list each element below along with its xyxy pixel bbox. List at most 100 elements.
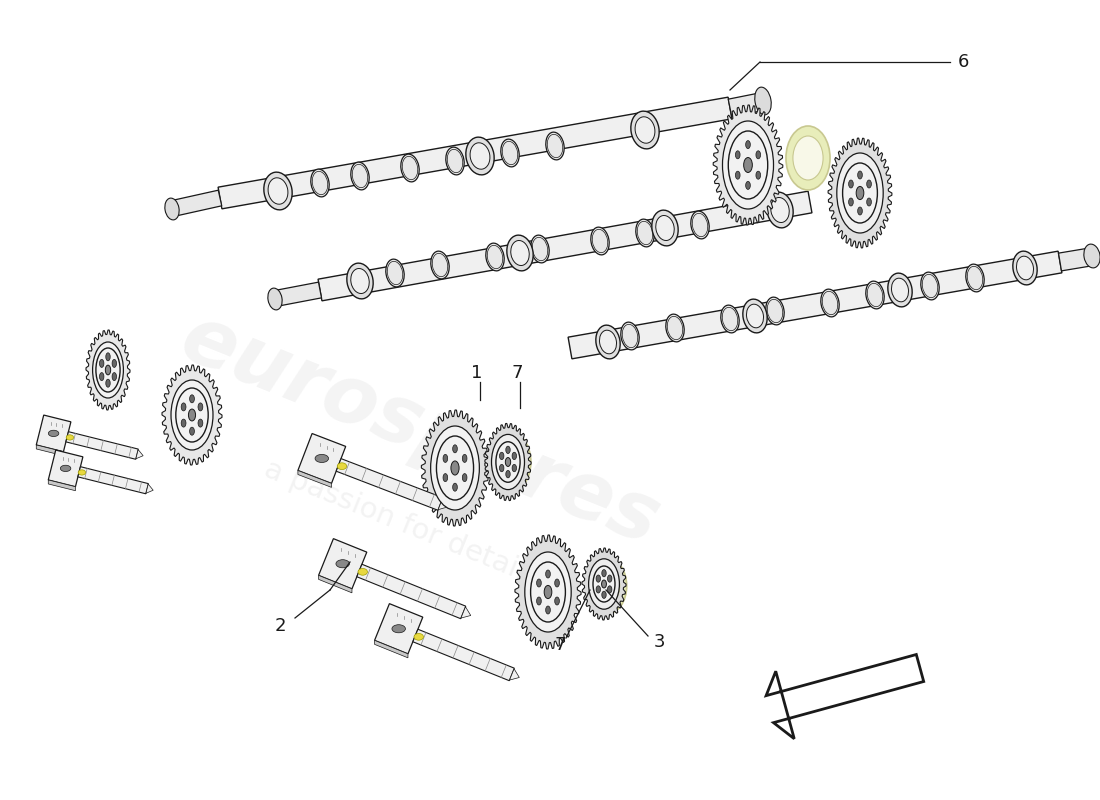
Ellipse shape bbox=[843, 163, 878, 223]
Ellipse shape bbox=[499, 452, 504, 460]
Ellipse shape bbox=[510, 241, 529, 266]
Polygon shape bbox=[66, 432, 139, 459]
Polygon shape bbox=[509, 669, 519, 680]
Ellipse shape bbox=[392, 625, 406, 633]
Ellipse shape bbox=[188, 409, 196, 421]
Ellipse shape bbox=[66, 435, 74, 440]
Ellipse shape bbox=[430, 426, 480, 510]
Ellipse shape bbox=[486, 243, 504, 271]
Polygon shape bbox=[36, 415, 70, 452]
Ellipse shape bbox=[96, 348, 120, 392]
Polygon shape bbox=[421, 410, 488, 526]
Polygon shape bbox=[319, 538, 366, 589]
Ellipse shape bbox=[588, 558, 619, 610]
Ellipse shape bbox=[888, 273, 912, 307]
Ellipse shape bbox=[346, 263, 373, 299]
Ellipse shape bbox=[966, 264, 984, 292]
Ellipse shape bbox=[437, 436, 474, 500]
Ellipse shape bbox=[507, 235, 534, 271]
Ellipse shape bbox=[351, 162, 370, 190]
Ellipse shape bbox=[554, 579, 560, 587]
Ellipse shape bbox=[602, 580, 606, 588]
Ellipse shape bbox=[747, 304, 763, 328]
Polygon shape bbox=[162, 365, 222, 465]
Ellipse shape bbox=[756, 150, 760, 158]
Ellipse shape bbox=[500, 139, 519, 167]
Polygon shape bbox=[568, 251, 1062, 359]
Ellipse shape bbox=[596, 325, 620, 359]
Ellipse shape bbox=[106, 379, 110, 387]
Ellipse shape bbox=[858, 171, 862, 179]
Ellipse shape bbox=[537, 597, 541, 605]
Ellipse shape bbox=[506, 470, 510, 478]
Ellipse shape bbox=[691, 211, 710, 239]
Ellipse shape bbox=[351, 269, 370, 294]
Ellipse shape bbox=[793, 136, 823, 180]
Ellipse shape bbox=[771, 198, 789, 222]
Ellipse shape bbox=[446, 147, 464, 175]
Ellipse shape bbox=[176, 388, 208, 442]
Ellipse shape bbox=[728, 131, 768, 199]
Ellipse shape bbox=[92, 342, 123, 398]
Ellipse shape bbox=[315, 454, 329, 462]
Ellipse shape bbox=[60, 466, 70, 471]
Ellipse shape bbox=[506, 446, 510, 454]
Ellipse shape bbox=[720, 305, 739, 333]
Text: 6: 6 bbox=[958, 53, 969, 71]
Ellipse shape bbox=[189, 427, 195, 435]
Ellipse shape bbox=[921, 272, 939, 300]
Polygon shape bbox=[375, 640, 408, 658]
Ellipse shape bbox=[462, 474, 468, 482]
Ellipse shape bbox=[470, 142, 490, 170]
Ellipse shape bbox=[755, 87, 771, 115]
Ellipse shape bbox=[744, 158, 752, 173]
Ellipse shape bbox=[1084, 244, 1100, 268]
Ellipse shape bbox=[537, 579, 541, 587]
Ellipse shape bbox=[723, 121, 773, 209]
Polygon shape bbox=[828, 138, 892, 248]
Ellipse shape bbox=[666, 314, 684, 342]
Polygon shape bbox=[298, 470, 331, 487]
Polygon shape bbox=[728, 93, 762, 117]
Ellipse shape bbox=[106, 365, 111, 375]
Ellipse shape bbox=[867, 180, 871, 188]
Polygon shape bbox=[174, 190, 222, 216]
Text: 1: 1 bbox=[471, 364, 483, 382]
Ellipse shape bbox=[453, 445, 458, 453]
Polygon shape bbox=[1058, 248, 1091, 271]
Polygon shape bbox=[319, 575, 352, 593]
Ellipse shape bbox=[358, 569, 367, 575]
Polygon shape bbox=[276, 282, 321, 306]
Ellipse shape bbox=[112, 373, 117, 381]
Polygon shape bbox=[48, 450, 82, 486]
Polygon shape bbox=[86, 330, 130, 410]
Ellipse shape bbox=[756, 171, 760, 179]
Polygon shape bbox=[36, 445, 64, 456]
Polygon shape bbox=[485, 423, 531, 501]
Ellipse shape bbox=[465, 137, 494, 175]
Polygon shape bbox=[78, 466, 148, 494]
Ellipse shape bbox=[264, 172, 293, 210]
Polygon shape bbox=[298, 434, 345, 483]
Ellipse shape bbox=[99, 373, 103, 381]
Ellipse shape bbox=[600, 330, 616, 354]
Ellipse shape bbox=[198, 419, 202, 427]
Ellipse shape bbox=[386, 259, 404, 287]
Ellipse shape bbox=[746, 182, 750, 190]
Ellipse shape bbox=[462, 454, 468, 462]
Ellipse shape bbox=[453, 483, 458, 491]
Ellipse shape bbox=[736, 171, 740, 179]
Ellipse shape bbox=[544, 586, 552, 598]
Polygon shape bbox=[318, 191, 812, 301]
Ellipse shape bbox=[602, 570, 606, 577]
Polygon shape bbox=[766, 654, 924, 738]
Ellipse shape bbox=[170, 380, 213, 450]
Ellipse shape bbox=[848, 198, 854, 206]
Ellipse shape bbox=[746, 141, 750, 149]
Ellipse shape bbox=[593, 566, 615, 602]
Ellipse shape bbox=[596, 575, 601, 582]
Polygon shape bbox=[582, 548, 626, 620]
Ellipse shape bbox=[607, 586, 612, 593]
Polygon shape bbox=[218, 97, 732, 209]
Ellipse shape bbox=[78, 470, 86, 475]
